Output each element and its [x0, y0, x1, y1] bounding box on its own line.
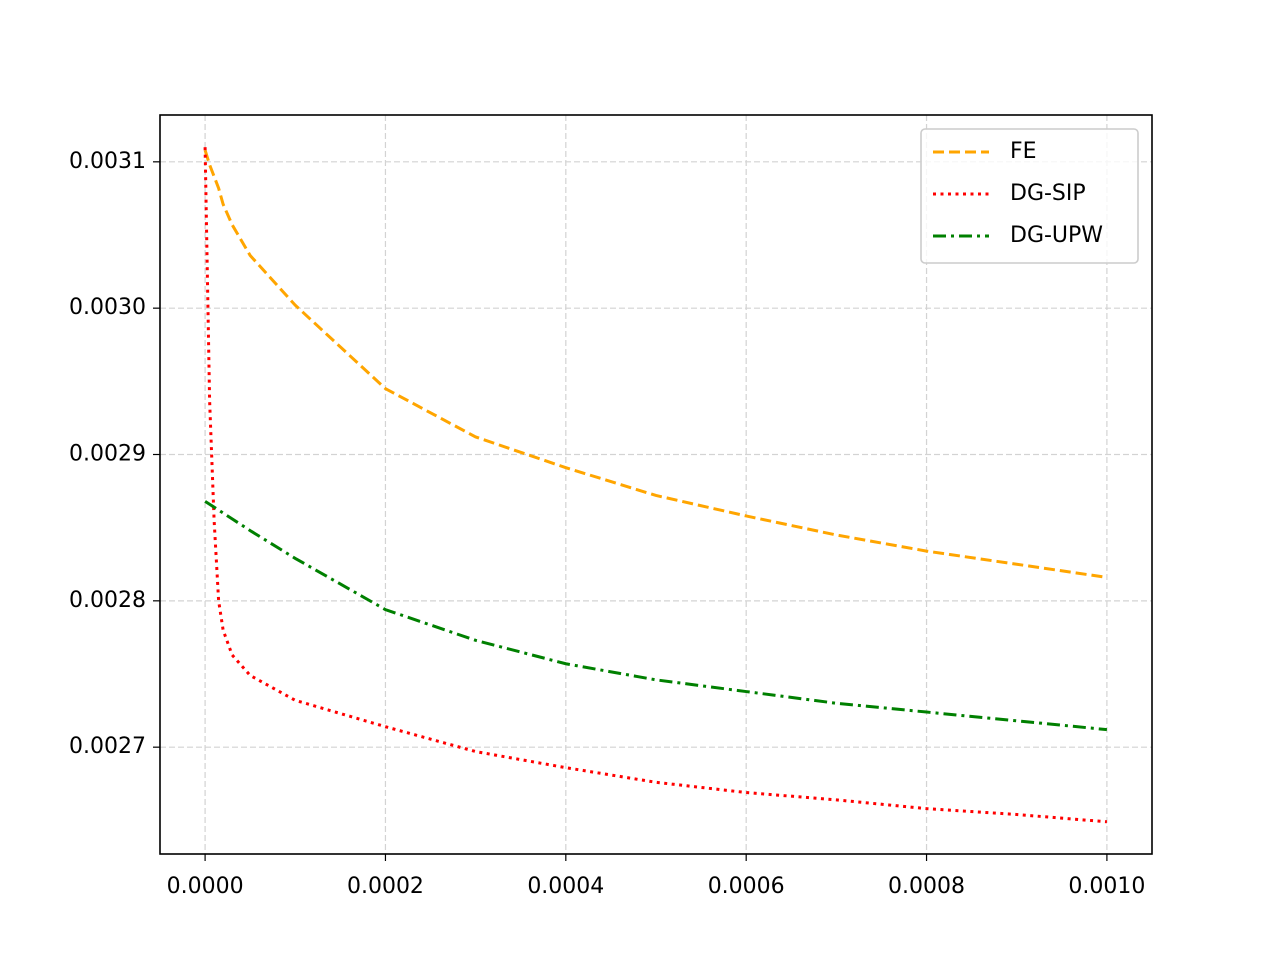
- series-line: [204, 500, 1108, 732]
- series-line: [203, 149, 1108, 579]
- legend-label: FE: [1010, 139, 1037, 164]
- x-tick-label: 0.0008: [888, 874, 965, 899]
- y-tick-label: 0.0031: [69, 149, 146, 174]
- legend-box: [920, 128, 1139, 264]
- legend-label: DG-SIP: [1010, 181, 1086, 206]
- x-tick-label: 0.0000: [167, 874, 244, 899]
- legend-label: DG-UPW: [1010, 223, 1103, 248]
- y-tick-label: 0.0030: [69, 295, 146, 320]
- legend: FE DG-SIP DG-UPW: [920, 128, 1139, 264]
- x-tick-label: 0.0004: [527, 874, 604, 899]
- x-tick-label: 0.0002: [347, 874, 424, 899]
- series-line: [203, 147, 1108, 824]
- x-tick-label: 0.0006: [708, 874, 785, 899]
- y-tick-label: 0.0029: [69, 442, 146, 467]
- plot-frame: [159, 114, 1153, 855]
- y-tick-label: 0.0028: [69, 588, 146, 613]
- y-tick-label: 0.0027: [69, 734, 146, 759]
- x-tick-label: 0.0010: [1068, 874, 1145, 899]
